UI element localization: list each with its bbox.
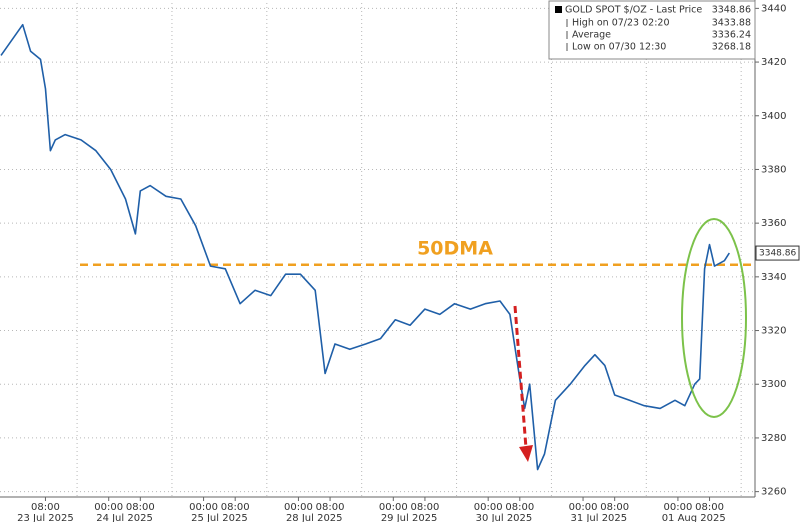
legend-row-value: 3268.18	[712, 42, 751, 53]
legend-row-value: 3433.88	[712, 18, 751, 29]
legend: GOLD SPOT $/OZ - Last Price 3348.86 High o…	[548, 0, 756, 60]
arrow-head	[519, 445, 533, 462]
date-label: 24 Jul 2025	[96, 513, 153, 522]
y-tick-label: 3300	[761, 379, 786, 390]
legend-swatch	[555, 6, 562, 13]
y-tick-label: 3420	[761, 57, 786, 68]
highlight-ellipse	[681, 218, 747, 418]
date-label: 01 Aug 2025	[662, 513, 726, 522]
x-tick-label: 08:00	[221, 502, 250, 513]
legend-row-label: Average	[572, 30, 611, 41]
date-label: 30 Jul 2025	[476, 513, 533, 522]
date-label: 25 Jul 2025	[191, 513, 248, 522]
legend-value: 3348.86	[712, 5, 751, 16]
x-tick-label: 00:00	[569, 502, 598, 513]
x-tick-label: 08:00	[600, 502, 629, 513]
y-tick-label: 3320	[761, 326, 786, 337]
x-tick-label: 00:00	[379, 502, 408, 513]
x-tick-label: 00:00	[284, 502, 313, 513]
last-price-label: 3348.86	[759, 249, 796, 259]
arrow	[513, 305, 528, 449]
x-tick-label: 08:00	[695, 502, 724, 513]
x-tick-label: 00:00	[474, 502, 503, 513]
legend-title: GOLD SPOT $/OZ - Last Price	[565, 5, 702, 16]
x-tick-label: 08:00	[126, 502, 155, 513]
x-tick-label: 08:00	[505, 502, 534, 513]
x-tick-label: 08:00	[411, 502, 440, 513]
date-label: 28 Jul 2025	[286, 513, 343, 522]
x-tick-label: 00:00	[664, 502, 693, 513]
x-tick-label: 00:00	[94, 502, 123, 513]
y-tick-label: 3400	[761, 111, 786, 122]
legend-row-label: High on 07/23 02:20	[572, 18, 669, 29]
y-tick-label: 3380	[761, 164, 786, 175]
legend-box	[548, 0, 756, 60]
x-tick-label: 08:00	[316, 502, 345, 513]
x-tick-label: 08:00	[31, 502, 60, 513]
date-label: 23 Jul 2025	[17, 513, 74, 522]
y-tick-label: 3440	[761, 3, 786, 14]
last-price-tag	[755, 245, 800, 261]
date-label: 29 Jul 2025	[381, 513, 438, 522]
y-tick-label: 3360	[761, 218, 786, 229]
y-tick-label: 3340	[761, 272, 786, 283]
y-tick-label: 3260	[761, 487, 786, 498]
legend-row-label: Low on 07/30 12:30	[572, 42, 666, 53]
legend-row-value: 3336.24	[712, 30, 751, 41]
reference-label: 50DMA	[417, 237, 493, 259]
date-label: 31 Jul 2025	[571, 513, 628, 522]
y-tick-label: 3280	[761, 433, 786, 444]
price-line	[0, 23, 730, 471]
x-tick-label: 00:00	[189, 502, 218, 513]
